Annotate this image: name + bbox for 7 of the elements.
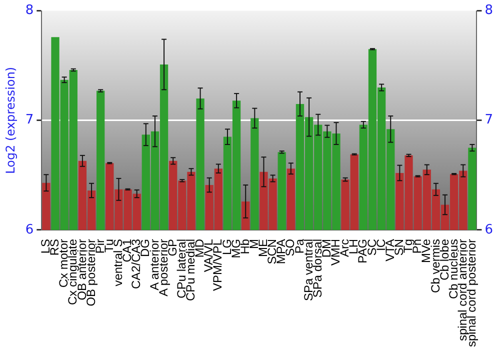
y-axis-title: Log2 (expression) (3, 66, 18, 174)
y2-tick-label: 8 (484, 3, 494, 18)
y2-tick-label: 7 (484, 112, 494, 128)
y2-tick-label: 6 (484, 222, 494, 238)
y-tick-label: 6 (25, 222, 34, 238)
y-tick-label: 8 (25, 3, 34, 18)
y-tick-label: 7 (25, 112, 34, 128)
